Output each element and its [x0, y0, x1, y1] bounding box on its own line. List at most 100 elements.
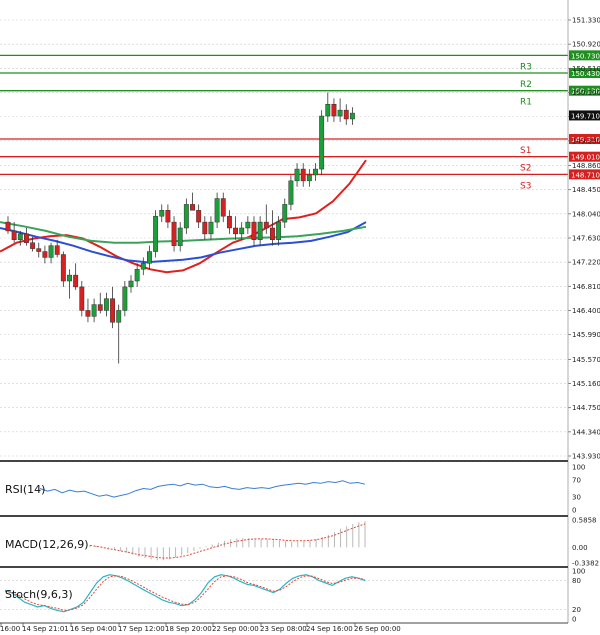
- time-tick-label: 22 Sep 00:00: [212, 625, 259, 633]
- price-tick-label: 148.040: [572, 210, 600, 218]
- stoch-tick-label: 0: [572, 616, 576, 624]
- candle-bearish: [30, 242, 36, 249]
- candle-bullish: [214, 198, 220, 223]
- rsi-tick-label: 100: [572, 464, 585, 472]
- candle-bearish: [24, 233, 29, 243]
- candle-bullish: [306, 174, 312, 182]
- level-tag-r3: [569, 50, 600, 61]
- candle-bullish: [134, 268, 140, 282]
- time-tick-label: 14 Sep 21:01: [22, 625, 69, 633]
- stoch-main-line: [4, 574, 366, 613]
- current-price-value: 149.710: [571, 112, 600, 120]
- level-name-r3: R3: [520, 62, 532, 72]
- candle-bearish: [331, 104, 337, 117]
- stoch-tick-label: 80: [572, 577, 581, 585]
- candle-bearish: [171, 221, 177, 246]
- rsi-tick-label: 30: [572, 494, 581, 502]
- level-value-r2: 150.430: [571, 70, 600, 78]
- candle-bullish: [208, 221, 214, 235]
- candle-bullish: [159, 210, 165, 217]
- candle-bullish: [313, 168, 318, 176]
- price-tick-label: 147.630: [572, 235, 600, 243]
- stoch-signal-line: [4, 575, 366, 611]
- candle-bullish: [257, 221, 263, 241]
- time-tick-label: 17 Sep 12:00: [118, 625, 165, 633]
- candle-bearish: [263, 221, 269, 229]
- candle-bearish: [251, 221, 257, 241]
- price-tick-label: 147.220: [572, 259, 600, 267]
- price-tick-label: 145.990: [572, 331, 600, 339]
- level-name-r1: R1: [520, 98, 532, 108]
- price-tick-label: 148.860: [572, 162, 600, 170]
- price-tick-label: 150.920: [572, 41, 600, 49]
- macd-tick-label: -0.3382: [572, 560, 599, 568]
- price-tick-label: 150.100: [572, 89, 600, 97]
- candle-bullish: [288, 180, 294, 205]
- time-tick-label: 16 Sep 04:00: [70, 625, 117, 633]
- candle-bullish: [319, 115, 325, 170]
- price-tick-label: 146.400: [572, 307, 600, 315]
- candle-bullish: [294, 168, 300, 182]
- level-value-r1: 150.130: [571, 88, 600, 96]
- candle-bearish: [11, 230, 17, 241]
- candle-bearish: [85, 310, 91, 317]
- candle-bullish: [177, 227, 183, 246]
- candle-bearish: [110, 298, 115, 323]
- price-tick-label: 149.280: [572, 137, 600, 145]
- candle-bullish: [67, 274, 72, 282]
- candle-bearish: [190, 204, 195, 211]
- candle-bearish: [202, 221, 208, 235]
- ma-line-ma-slow: [0, 221, 367, 244]
- candle-bearish: [300, 168, 306, 182]
- candle-bearish: [5, 221, 11, 232]
- candle-bearish: [343, 109, 349, 120]
- ma-line-ma-medium: [0, 221, 367, 264]
- macd-signal-line: [89, 523, 366, 559]
- price-tick-label: 145.570: [572, 356, 600, 364]
- candle-bullish: [337, 109, 343, 117]
- rsi-tick-label: 70: [572, 476, 581, 484]
- candle-bullish: [48, 245, 54, 258]
- candle-bullish: [325, 104, 331, 117]
- macd-tick-label: 0.00: [572, 544, 588, 552]
- candle-bearish: [54, 245, 60, 255]
- candle-bullish: [276, 221, 282, 241]
- price-tick-label: 150.510: [572, 65, 600, 73]
- candle-bullish: [103, 298, 109, 311]
- candle-bullish: [147, 251, 152, 264]
- candle-bullish: [122, 286, 128, 311]
- candle-bearish: [36, 248, 42, 252]
- candle-bearish: [42, 251, 48, 258]
- candle-bearish: [270, 227, 275, 241]
- price-tick-label: 145.160: [572, 380, 600, 388]
- current-price-tag: [569, 110, 600, 121]
- rsi-tick-label: 0: [572, 507, 576, 515]
- candle-bullish: [239, 227, 245, 235]
- time-tick-label: 26 Sep 00:00: [354, 625, 401, 633]
- candle-bearish: [226, 215, 232, 229]
- candle-bullish: [17, 233, 23, 241]
- rsi-line: [39, 480, 366, 498]
- level-value-r3: 150.730: [571, 52, 600, 60]
- level-value-s2: 149.010: [571, 154, 600, 162]
- candle-bullish: [349, 112, 355, 120]
- stoch-label: Stoch(9,6,3): [5, 588, 73, 601]
- stoch-tick-label: 20: [572, 606, 581, 614]
- level-name-s1: S1: [520, 146, 531, 156]
- level-tag-s3: [569, 169, 600, 180]
- time-tick-label: 16:00: [0, 625, 20, 633]
- time-tick-label: 24 Sep 16:00: [306, 625, 353, 633]
- time-tick-label: 23 Sep 08:00: [260, 625, 307, 633]
- time-tick-label: 18 Sep 20:00: [165, 625, 212, 633]
- price-tick-label: 146.810: [572, 283, 600, 291]
- candle-bullish: [128, 280, 134, 288]
- candle-bullish: [245, 221, 251, 229]
- candle-bullish: [183, 204, 189, 229]
- candle-bullish: [116, 310, 122, 323]
- candle-bullish: [153, 215, 159, 252]
- level-tag-r1: [569, 85, 600, 96]
- macd-tick-label: 0.5858: [572, 517, 597, 525]
- level-tag-s2: [569, 151, 600, 162]
- candle-bearish: [79, 286, 85, 311]
